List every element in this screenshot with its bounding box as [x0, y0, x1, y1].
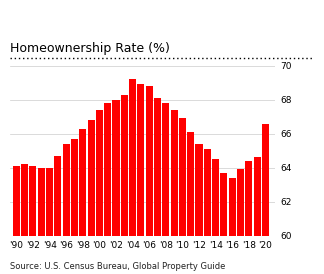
- Bar: [262, 124, 269, 236]
- Bar: [220, 173, 227, 236]
- Bar: [129, 79, 136, 236]
- Bar: [54, 156, 62, 236]
- Text: Homeownership Rate (%): Homeownership Rate (%): [10, 42, 169, 55]
- Bar: [13, 166, 20, 236]
- Bar: [162, 103, 169, 236]
- Bar: [137, 84, 145, 236]
- Bar: [179, 118, 186, 236]
- Bar: [195, 144, 202, 236]
- Bar: [79, 129, 86, 236]
- Bar: [254, 158, 261, 236]
- Bar: [21, 164, 28, 236]
- Bar: [146, 86, 153, 236]
- Bar: [46, 168, 53, 236]
- Bar: [38, 168, 45, 236]
- Bar: [212, 159, 219, 236]
- Bar: [121, 95, 128, 236]
- Bar: [204, 149, 211, 236]
- Bar: [237, 169, 244, 236]
- Bar: [63, 144, 70, 236]
- Bar: [112, 100, 120, 236]
- Text: Source: U.S. Census Bureau, Global Property Guide: Source: U.S. Census Bureau, Global Prope…: [10, 262, 225, 271]
- Bar: [245, 161, 252, 236]
- Bar: [229, 178, 236, 236]
- Bar: [154, 98, 161, 236]
- Bar: [87, 120, 95, 236]
- Bar: [187, 132, 194, 236]
- Bar: [104, 103, 111, 236]
- Bar: [71, 139, 78, 236]
- Bar: [96, 110, 103, 236]
- Bar: [29, 166, 37, 236]
- Bar: [170, 110, 178, 236]
